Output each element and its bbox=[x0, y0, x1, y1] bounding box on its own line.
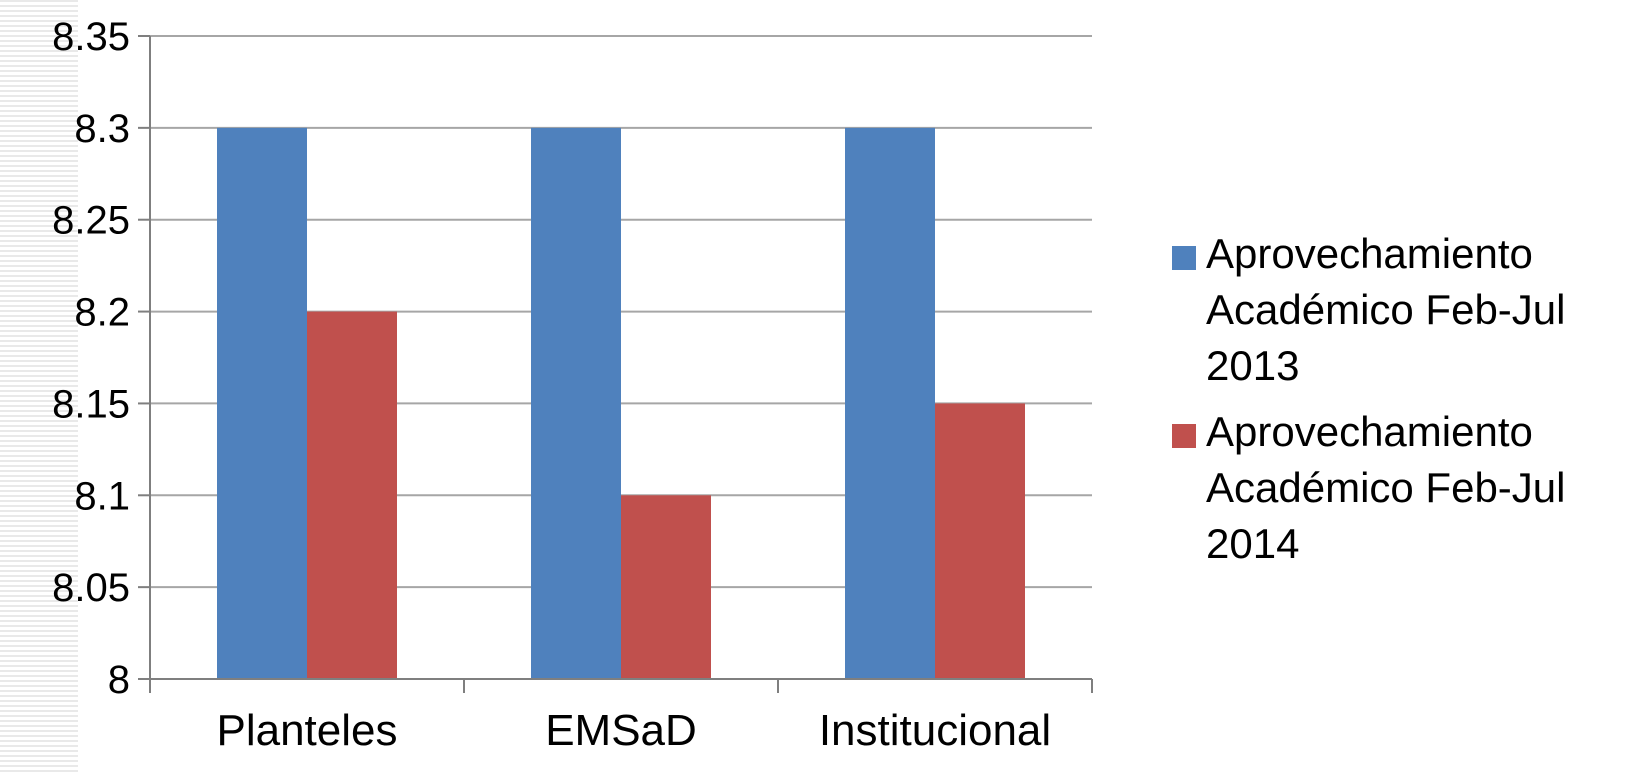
legend: Aprovechamiento Académico Feb-Jul 2013 A… bbox=[1172, 226, 1622, 582]
legend-label-2014: Aprovechamiento Académico Feb-Jul 2014 bbox=[1206, 408, 1566, 567]
x-category-label-emsad: EMSaD bbox=[545, 706, 697, 755]
decorative-stripe-band bbox=[0, 0, 78, 772]
legend-swatch-2013 bbox=[1172, 246, 1196, 270]
legend-item-2013: Aprovechamiento Académico Feb-Jul 2013 bbox=[1172, 226, 1622, 394]
legend-item-2014: Aprovechamiento Académico Feb-Jul 2014 bbox=[1172, 404, 1622, 572]
bar-emsad-series-1 bbox=[531, 127, 621, 680]
bar-planteles-series-1 bbox=[217, 127, 307, 680]
y-tick-label-6: 8.3 bbox=[74, 107, 130, 151]
x-category-label-institucional: Institucional bbox=[819, 706, 1051, 755]
bar-planteles-series-2 bbox=[307, 311, 397, 679]
bar-institucional-series-2 bbox=[935, 403, 1025, 679]
x-category-label-planteles: Planteles bbox=[216, 706, 397, 755]
y-tick-label-0: 8 bbox=[108, 658, 130, 702]
bar-emsad-series-2 bbox=[621, 495, 711, 679]
y-tick-label-5: 8.25 bbox=[52, 199, 130, 243]
legend-swatch-2014 bbox=[1172, 424, 1196, 448]
y-tick-label-1: 8.05 bbox=[52, 566, 130, 610]
legend-label-2013: Aprovechamiento Académico Feb-Jul 2013 bbox=[1206, 230, 1566, 389]
y-tick-label-3: 8.15 bbox=[52, 382, 130, 426]
bar-institucional-series-1 bbox=[845, 127, 935, 680]
y-tick-label-2: 8.1 bbox=[74, 474, 130, 518]
y-tick-label-7: 8.35 bbox=[52, 15, 130, 59]
y-tick-label-4: 8.2 bbox=[74, 291, 130, 335]
